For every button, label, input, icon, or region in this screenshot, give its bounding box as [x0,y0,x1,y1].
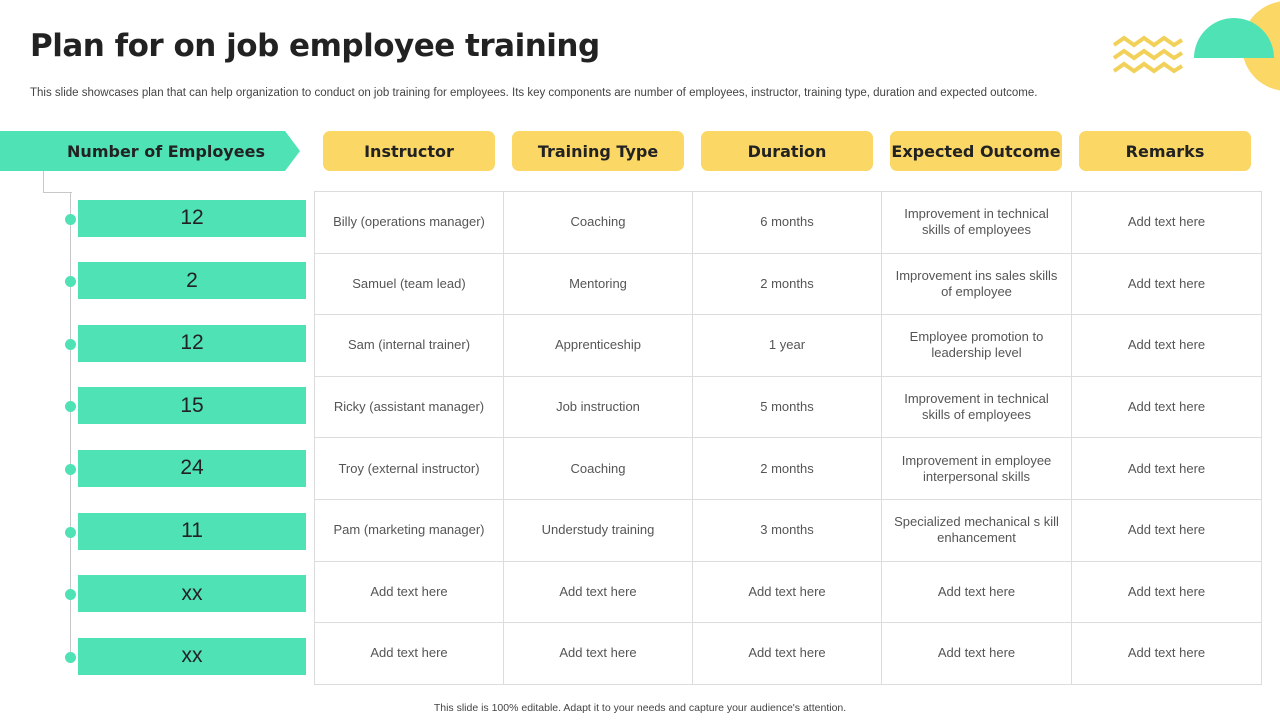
header-remarks: Remarks [1079,131,1251,171]
cell-expected-outcome: Specialized mechanical s kill enhancemen… [881,498,1072,562]
decorative-shapes [1112,1,1280,91]
header-duration: Duration [701,131,873,171]
timeline-dot-icon [65,651,76,663]
employee-count-row: xx [0,637,310,677]
employee-count-row: xx [0,574,310,614]
timeline-dot-icon [65,526,76,538]
zigzag-shape [1112,48,1184,61]
employee-count: xx [78,637,306,675]
employee-count-row: 24 [0,449,310,489]
header-label: Number of Employees [67,141,265,161]
cell-instructor: Add text here [314,622,504,685]
table-row: Add text here Add text here Add text here A… [314,622,1262,685]
timeline-dot-icon [65,463,76,475]
cell-training-type: Job instruction [503,375,693,439]
cell-duration: 2 months [692,252,882,316]
employee-count: 2 [78,262,306,300]
timeline-dot-icon [65,401,76,413]
cell-expected-outcome: Add text here [881,560,1072,624]
employee-count: 24 [78,449,306,487]
cell-duration: 6 months [692,191,882,254]
employee-count-row: 12 [0,324,310,364]
cell-instructor: Billy (operations manager) [314,191,504,254]
cell-duration: Add text here [692,560,882,624]
timeline-dot-icon [65,213,76,225]
cell-instructor: Troy (external instructor) [314,437,504,500]
cell-training-type: Add text here [503,622,693,685]
cell-duration: 1 year [692,314,882,377]
cell-training-type: Understudy training [503,498,693,562]
table-row: Samuel (team lead) Mentoring 2 months Impro… [314,252,1262,316]
cell-expected-outcome: Employee promotion to leadership level [881,314,1072,377]
cell-instructor: Add text here [314,560,504,624]
employee-count: 15 [78,387,306,425]
cell-duration: 2 months [692,437,882,500]
table-row: Add text here Add text here Add text here A… [314,560,1262,624]
header-training-type: Training Type [512,131,684,171]
zigzag-shape [1112,35,1184,48]
cell-expected-outcome: Improvement ins sales skills of employee [881,252,1072,316]
cell-instructor: Samuel (team lead) [314,252,504,316]
cell-remarks: Add text here [1071,314,1262,377]
timeline-line [70,192,71,658]
cell-training-type: Coaching [503,191,693,254]
page-title: Plan for on job employee training [30,28,600,64]
cell-expected-outcome: Add text here [881,622,1072,685]
cell-duration: Add text here [692,622,882,685]
cell-remarks: Add text here [1071,560,1262,624]
cell-remarks: Add text here [1071,437,1262,500]
cell-training-type: Coaching [503,437,693,500]
header-instructor: Instructor [323,131,495,171]
cell-instructor: Pam (marketing manager) [314,498,504,562]
teal-semicircle-shape [1194,18,1274,59]
employee-count: 11 [78,512,306,550]
table-row: Pam (marketing manager) Understudy traini… [314,498,1262,562]
table-row: Troy (external instructor) Coaching 2 mont… [314,437,1262,500]
cell-duration: 3 months [692,498,882,562]
timeline-dot-icon [65,276,76,288]
cell-duration: 5 months [692,375,882,439]
employee-count: xx [78,575,306,613]
cell-expected-outcome: Improvement in technical skills of emplo… [881,191,1072,254]
timeline-dot-icon [65,338,76,350]
cell-remarks: Add text here [1071,375,1262,439]
employee-count-row: 15 [0,386,310,426]
timeline-dot-icon [65,589,76,601]
cell-training-type: Mentoring [503,252,693,316]
header-expected-outcome: Expected Outcome [890,131,1062,171]
employee-count-row: 12 [0,199,310,239]
employee-count: 12 [78,324,306,362]
training-plan-table: Billy (operations manager) Coaching 6 mont… [314,191,1262,685]
cell-expected-outcome: Improvement in technical skills of emplo… [881,375,1072,439]
cell-expected-outcome: Improvement in employee interpersonal sk… [881,437,1072,500]
table-row: Billy (operations manager) Coaching 6 mont… [314,191,1262,254]
employee-count-row: 2 [0,261,310,301]
connector-line [43,171,72,193]
cell-remarks: Add text here [1071,191,1262,254]
cell-remarks: Add text here [1071,622,1262,685]
table-row: Ricky (assistant manager) Job instruction… [314,375,1262,439]
cell-training-type: Add text here [503,560,693,624]
cell-training-type: Apprenticeship [503,314,693,377]
table-row: Sam (internal trainer) Apprenticeship 1 ye… [314,314,1262,377]
cell-remarks: Add text here [1071,498,1262,562]
header-number-of-employees: Number of Employees [0,131,300,171]
employee-count: 12 [78,199,306,237]
employee-count-row: 11 [0,512,310,552]
cell-instructor: Sam (internal trainer) [314,314,504,377]
zigzag-shape [1112,61,1184,74]
footer-note: This slide is 100% editable. Adapt it to… [433,702,847,714]
page-subtitle: This slide showcases plan that can help … [30,87,1038,99]
cell-instructor: Ricky (assistant manager) [314,375,504,439]
cell-remarks: Add text here [1071,252,1262,316]
